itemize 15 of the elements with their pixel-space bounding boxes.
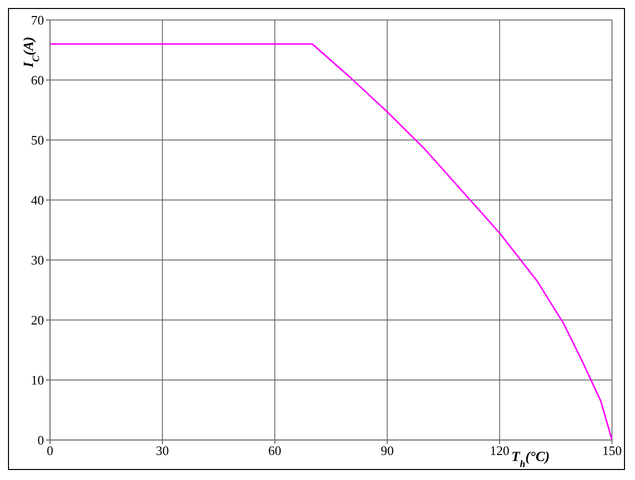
y-tick-label: 0 (38, 432, 44, 448)
x-tick-label: 120 (490, 443, 510, 458)
y-tick-label: 40 (31, 192, 44, 208)
x-tick-label: 90 (380, 443, 394, 458)
x-tick-label: 0 (46, 443, 54, 458)
y-tick-label: 70 (31, 12, 44, 28)
y-tick-label: 30 (31, 252, 44, 268)
x-tick-label: 150 (602, 443, 622, 458)
x-axis-title: T$_{h}$(°C) (511, 450, 550, 470)
x-tick-label: 60 (268, 443, 282, 458)
x-tick-label: 30 (156, 443, 169, 458)
y-tick-label: 60 (31, 72, 44, 88)
y-tick-label: 10 (31, 372, 44, 388)
y-tick-label: 50 (31, 132, 44, 148)
y-tick-label: 20 (31, 312, 44, 328)
